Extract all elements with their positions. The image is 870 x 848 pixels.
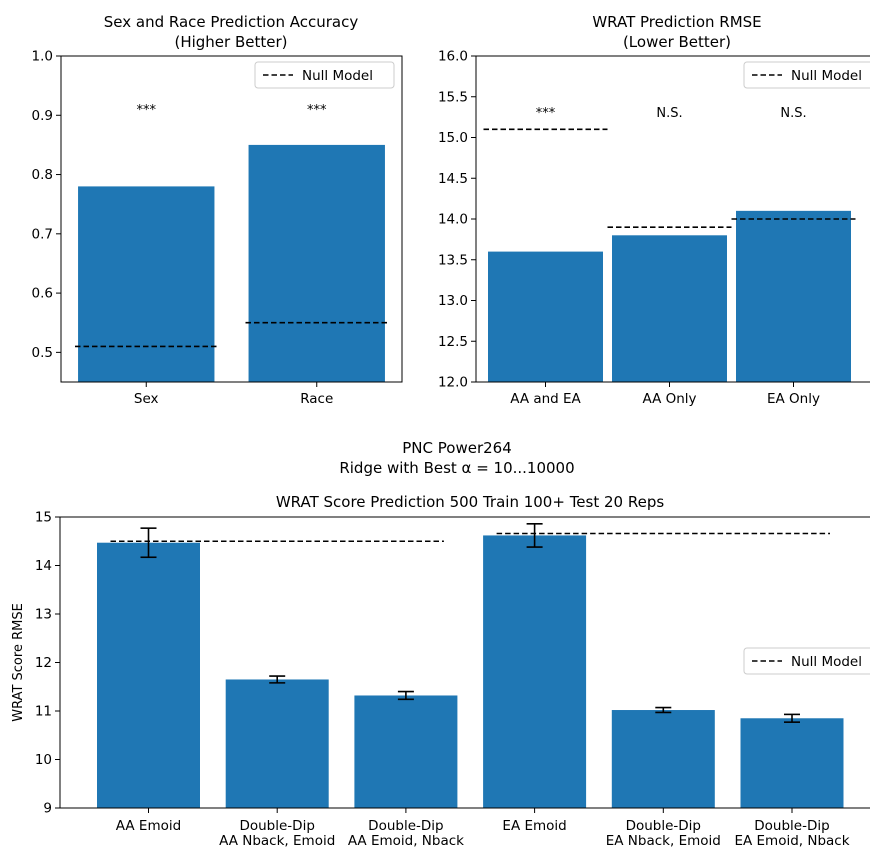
y-tick-label: 16.0 xyxy=(438,49,468,65)
y-tick-label: 0.7 xyxy=(32,226,53,242)
plot-frame xyxy=(60,55,403,383)
wrat-rmse-chart: WRAT Prediction RMSE (Lower Better) 12.0… xyxy=(438,13,870,407)
y-tick-label: 1.0 xyxy=(32,49,53,65)
x-tick-label: AA Emoid xyxy=(116,818,181,834)
bar xyxy=(483,535,587,808)
wrat-score-prediction-chart: WRAT Score Prediction 500 Train 100+ Tes… xyxy=(11,493,870,848)
legend-label: Null Model xyxy=(302,68,373,84)
legend-box xyxy=(254,61,395,89)
x-tick-label: Sex xyxy=(134,391,159,407)
chart-title-line1: WRAT Prediction RMSE xyxy=(592,13,761,31)
y-tick-label: 14.5 xyxy=(438,171,468,187)
y-tick-label: 12.5 xyxy=(438,334,468,350)
x-tick-label: AA Nback, Emoid xyxy=(219,833,335,848)
y-tick-label: 14 xyxy=(35,558,52,574)
chart-title-line2: (Higher Better) xyxy=(174,33,287,51)
y-tick-label: 0.6 xyxy=(32,286,53,302)
x-tick-label: Double-Dip xyxy=(239,818,314,834)
x-tick-label: Double-Dip xyxy=(754,818,829,834)
figure-suptitle-line2: Ridge with Best α = 10...10000 xyxy=(339,459,574,477)
x-tick-label: EA Only xyxy=(767,391,820,407)
significance-label: *** xyxy=(536,106,556,121)
bar xyxy=(488,251,603,382)
y-tick-label: 0.9 xyxy=(32,108,53,124)
bar xyxy=(248,144,385,382)
y-tick-label: 10 xyxy=(35,752,52,768)
significance-label: N.S. xyxy=(656,106,682,121)
y-tick-label: 12.0 xyxy=(438,375,468,391)
chart-title: WRAT Score Prediction 500 Train 100+ Tes… xyxy=(276,493,665,511)
legend-label: Null Model xyxy=(791,654,862,670)
y-tick-label: 12 xyxy=(35,655,52,671)
bar xyxy=(354,695,458,808)
x-tick-label: Race xyxy=(300,391,333,407)
chart-title-line1: Sex and Race Prediction Accuracy xyxy=(104,13,359,31)
bar xyxy=(225,679,329,808)
x-tick-label: EA Nback, Emoid xyxy=(606,833,721,848)
y-tick-label: 14.0 xyxy=(438,212,468,228)
y-tick-label: 15.0 xyxy=(438,130,468,146)
y-tick-label: 9 xyxy=(43,801,52,817)
bar xyxy=(611,710,715,808)
y-tick-label: 11 xyxy=(35,704,52,720)
y-axis-label: WRAT Score RMSE xyxy=(11,603,26,722)
y-tick-label: 15.5 xyxy=(438,89,468,105)
legend-box xyxy=(743,61,870,89)
x-tick-label: EA Emoid xyxy=(502,818,566,834)
bar xyxy=(736,210,851,382)
significance-label: *** xyxy=(137,103,157,118)
bar xyxy=(78,186,215,382)
bar xyxy=(612,235,727,382)
x-tick-label: Double-Dip xyxy=(368,818,443,834)
x-tick-label: AA Only xyxy=(642,391,696,407)
figure-suptitle-line1: PNC Power264 xyxy=(402,439,512,457)
bar xyxy=(740,718,844,808)
x-tick-label: EA Emoid, Nback xyxy=(734,833,849,848)
y-tick-label: 15 xyxy=(35,510,52,526)
x-tick-label: AA and EA xyxy=(510,391,581,407)
y-tick-label: 0.5 xyxy=(32,345,53,361)
x-tick-label: Double-Dip xyxy=(626,818,701,834)
y-tick-label: 13 xyxy=(35,607,52,623)
x-tick-label: AA Emoid, Nback xyxy=(348,833,464,848)
chart-title-line2: (Lower Better) xyxy=(623,33,731,51)
significance-label: N.S. xyxy=(780,106,806,121)
y-tick-label: 13.0 xyxy=(438,293,468,309)
y-tick-label: 0.8 xyxy=(32,167,53,183)
bar xyxy=(97,542,200,808)
significance-label: *** xyxy=(307,103,327,118)
sex-race-accuracy-chart: Sex and Race Prediction Accuracy (Higher… xyxy=(32,13,403,407)
legend-box xyxy=(743,647,870,675)
y-tick-label: 13.5 xyxy=(438,252,468,268)
legend-label: Null Model xyxy=(791,68,862,84)
